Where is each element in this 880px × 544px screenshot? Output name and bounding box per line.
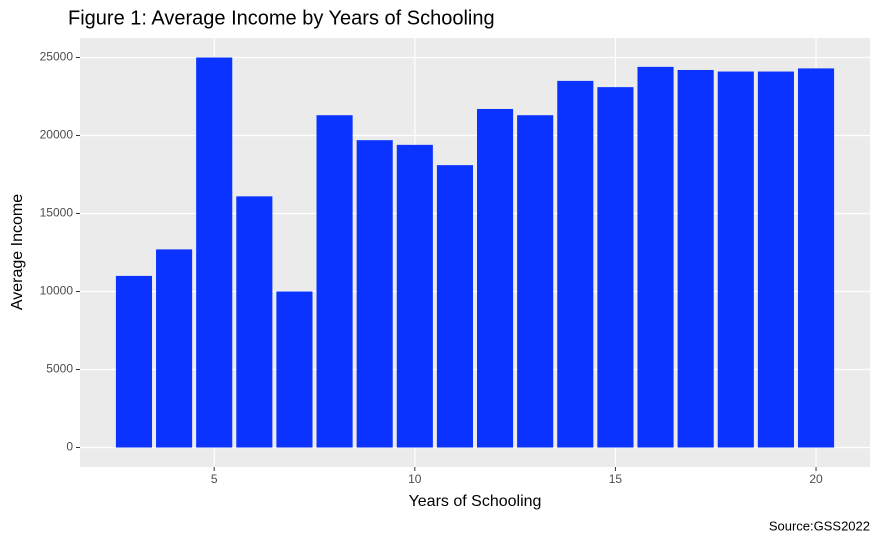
- bar: [557, 80, 594, 448]
- bar: [196, 57, 233, 448]
- y-tick-label: 15000: [40, 206, 74, 220]
- bar: [156, 249, 193, 448]
- bar: [717, 71, 754, 448]
- bar: [276, 291, 313, 448]
- bar: [396, 144, 433, 448]
- bar: [436, 165, 473, 448]
- x-tick-label: 15: [609, 472, 623, 486]
- bar: [677, 69, 714, 448]
- x-axis-title: Years of Schooling: [409, 493, 542, 510]
- bar: [356, 140, 393, 448]
- y-tick-label: 25000: [40, 50, 74, 64]
- bar: [597, 87, 634, 448]
- x-tick-label: 5: [211, 472, 218, 486]
- y-tick-label: 10000: [40, 284, 74, 298]
- bar: [797, 68, 835, 448]
- bar: [236, 196, 273, 448]
- bar: [517, 115, 554, 448]
- y-tick-label: 20000: [40, 128, 74, 142]
- y-tick-label: 5000: [46, 362, 73, 376]
- bar: [115, 275, 153, 448]
- y-axis-title: Average Income: [9, 194, 26, 310]
- bar: [316, 115, 353, 448]
- bar: [637, 66, 674, 448]
- x-tick-label: 10: [408, 472, 422, 486]
- bar: [477, 108, 514, 448]
- y-tick-label: 0: [66, 440, 73, 454]
- chart-title: Figure 1: Average Income by Years of Sch…: [68, 7, 495, 29]
- bar: [757, 71, 794, 448]
- x-tick-label: 20: [809, 472, 823, 486]
- caption: Source:GSS2022: [769, 518, 870, 533]
